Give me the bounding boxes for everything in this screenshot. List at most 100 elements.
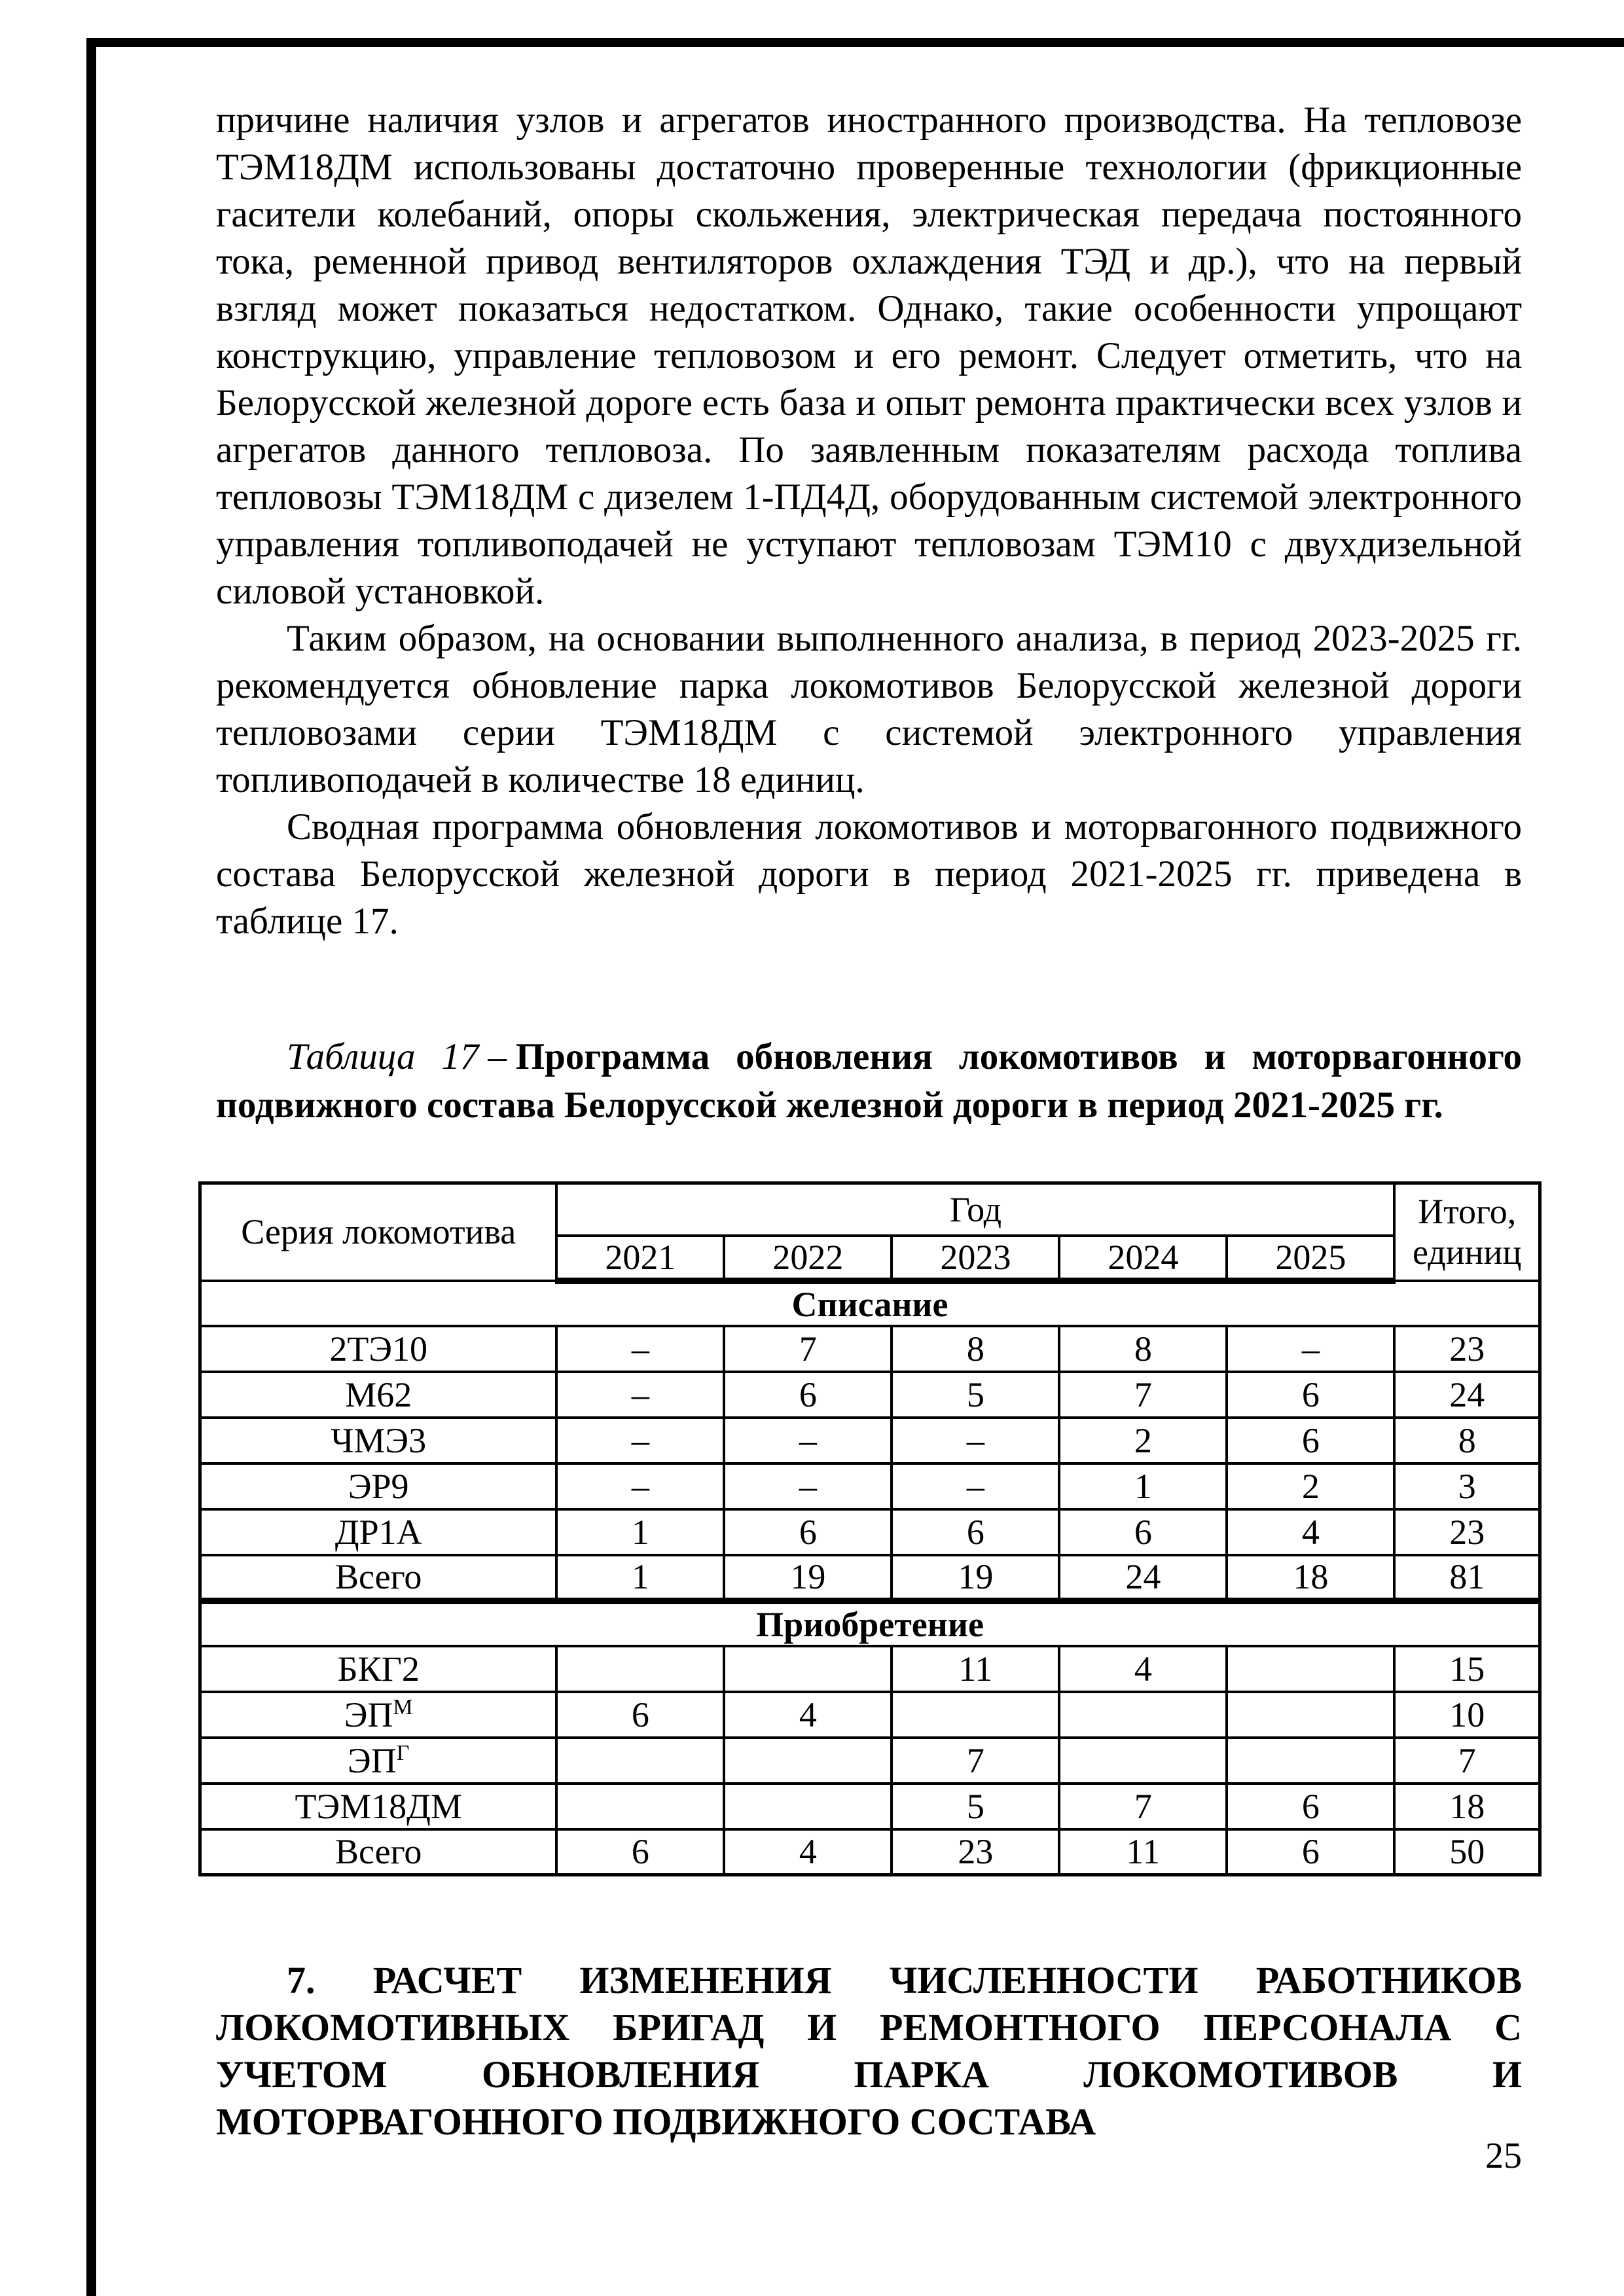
year-value-cell: 6 xyxy=(1225,1370,1396,1419)
year-value-cell: 6 xyxy=(723,1370,893,1419)
table-caption-label: Таблица 17 xyxy=(287,1036,479,1077)
series-label-sup: М xyxy=(393,1695,413,1719)
table-row-dr1a: ДР1А 1 6 6 6 4 23 xyxy=(198,1507,1542,1556)
section-heading-line: ЛОКОМОТИВНЫХ БРИГАД И РЕМОНТНОГО ПЕРСОНА… xyxy=(216,2006,1522,2049)
section-row-spisanie: Списание xyxy=(198,1279,1542,1327)
col-header-2024: 2024 xyxy=(1058,1234,1229,1284)
col-header-total-line2: единиц xyxy=(1413,1232,1522,1272)
section-title: Списание xyxy=(198,1279,1542,1327)
year-value-cell xyxy=(890,1690,1061,1739)
year-value-cell: 5 xyxy=(890,1782,1061,1831)
year-value-cell xyxy=(555,1736,726,1785)
total-cell: 7 xyxy=(1393,1736,1542,1785)
year-value-cell: 8 xyxy=(890,1324,1061,1373)
table-row-epg: ЭПГ 7 7 xyxy=(198,1736,1542,1785)
year-value-cell: – xyxy=(890,1416,1061,1465)
series-label: ТЭМ18ДМ xyxy=(295,1786,462,1826)
series-cell: Всего xyxy=(198,1827,558,1876)
series-label: Всего xyxy=(334,1557,422,1597)
total-cell: 50 xyxy=(1393,1827,1542,1876)
paragraph-3: Сводная программа обновления локомотивов… xyxy=(216,806,1522,942)
series-label: ДР1А xyxy=(334,1512,422,1552)
locomotive-program-table: Серия локомотива Год Итого, единиц 2021 2… xyxy=(198,1181,1542,1876)
series-cell: ДР1А xyxy=(198,1507,558,1556)
body-text: причине наличия узлов и агрегатов иностр… xyxy=(216,97,1522,945)
year-value-cell xyxy=(555,1782,726,1831)
year-value-cell: – xyxy=(723,1416,893,1465)
year-value-cell: 4 xyxy=(1058,1644,1229,1693)
total-cell: 23 xyxy=(1393,1324,1542,1373)
year-value-cell: 8 xyxy=(1058,1324,1229,1373)
year-value-cell: 6 xyxy=(1225,1782,1396,1831)
col-header-total-line1: Итого, xyxy=(1418,1192,1517,1232)
table-header-row-years: 2021 2022 2023 2024 2025 xyxy=(200,1234,1540,1284)
year-value-cell: 7 xyxy=(890,1736,1061,1785)
year-value-cell: 4 xyxy=(723,1690,893,1739)
table-row-m62: М62 – 6 5 7 6 24 xyxy=(198,1370,1542,1419)
section-title: Приобретение xyxy=(198,1597,1542,1647)
total-cell: 3 xyxy=(1393,1462,1542,1511)
year-value-cell: 7 xyxy=(1058,1782,1229,1831)
year-value-cell: 7 xyxy=(723,1324,893,1373)
total-cell: 81 xyxy=(1393,1553,1542,1602)
year-value-cell: 11 xyxy=(890,1644,1061,1693)
total-cell: 24 xyxy=(1393,1370,1542,1419)
paragraph-2: Таким образом, на основании выполненного… xyxy=(216,618,1522,800)
year-value-cell: 6 xyxy=(1225,1416,1396,1465)
year-value-cell: 2 xyxy=(1225,1462,1396,1511)
year-value-cell xyxy=(1225,1690,1396,1739)
section-heading: 7. РАСЧЕТ ИЗМЕНЕНИЯ ЧИСЛЕННОСТИ РАБОТНИК… xyxy=(216,1957,1522,2145)
year-value-cell: 5 xyxy=(890,1370,1061,1419)
series-label: БКГ2 xyxy=(337,1649,420,1689)
page-number: 25 xyxy=(1485,2136,1522,2176)
paragraph-1: причине наличия узлов и агрегатов иностр… xyxy=(216,99,1522,612)
series-cell: ТЭМ18ДМ xyxy=(198,1782,558,1831)
year-value-cell: 11 xyxy=(1058,1827,1229,1876)
series-cell: ЭПМ xyxy=(198,1690,558,1739)
series-cell: ЧМЭ3 xyxy=(198,1416,558,1465)
year-value-cell: 6 xyxy=(890,1507,1061,1556)
year-value-cell xyxy=(1225,1736,1396,1785)
col-header-2023: 2023 xyxy=(890,1234,1061,1284)
series-label: М62 xyxy=(345,1374,412,1414)
year-value-cell: 6 xyxy=(555,1690,726,1739)
year-value-cell: 4 xyxy=(1225,1507,1396,1556)
section-row-priobretenie: Приобретение xyxy=(198,1597,1542,1647)
series-label: 2ТЭ10 xyxy=(329,1329,428,1369)
series-cell: Всего xyxy=(198,1553,558,1602)
series-label: ЭР9 xyxy=(348,1466,409,1506)
year-value-cell: 24 xyxy=(1058,1553,1229,1602)
table-row-chme3: ЧМЭ3 – – – 2 6 8 xyxy=(198,1416,1542,1465)
year-value-cell: 2 xyxy=(1058,1416,1229,1465)
year-value-cell: 1 xyxy=(555,1553,726,1602)
year-value-cell: 18 xyxy=(1225,1553,1396,1602)
table-row-2te10: 2ТЭ10 – 7 8 8 – 23 xyxy=(198,1324,1542,1373)
total-cell: 18 xyxy=(1393,1782,1542,1831)
year-value-cell: – xyxy=(555,1324,726,1373)
series-cell: ЭПГ xyxy=(198,1736,558,1785)
col-header-total: Итого, единиц xyxy=(1393,1181,1542,1282)
table-row-er9: ЭР9 – – – 1 2 3 xyxy=(198,1462,1542,1511)
year-value-cell: – xyxy=(555,1462,726,1511)
year-value-cell xyxy=(723,1644,893,1693)
table-caption-title: Программа обновления локомотивов и мотор… xyxy=(216,1036,1522,1126)
table-caption-dash: – xyxy=(488,1036,507,1077)
year-value-cell: 6 xyxy=(555,1827,726,1876)
year-value-cell: 4 xyxy=(723,1827,893,1876)
table-row-tem18dm: ТЭМ18ДМ 5 7 6 18 xyxy=(198,1782,1542,1831)
series-label: ЭП xyxy=(344,1695,393,1734)
series-cell: ЭР9 xyxy=(198,1462,558,1511)
year-value-cell: 19 xyxy=(723,1553,893,1602)
series-cell: М62 xyxy=(198,1370,558,1419)
year-value-cell: – xyxy=(723,1462,893,1511)
year-value-cell: – xyxy=(555,1416,726,1465)
year-value-cell: – xyxy=(1225,1324,1396,1373)
series-label-sup: Г xyxy=(396,1740,410,1765)
series-cell: 2ТЭ10 xyxy=(198,1324,558,1373)
year-value-cell: 1 xyxy=(1058,1462,1229,1511)
year-value-cell xyxy=(1225,1644,1396,1693)
year-value-cell: – xyxy=(890,1462,1061,1511)
total-cell: 10 xyxy=(1393,1690,1542,1739)
section-heading-line: 7. РАСЧЕТ ИЗМЕНЕНИЯ ЧИСЛЕННОСТИ РАБОТНИК… xyxy=(287,1959,1522,2001)
table-row-vsego-spisanie: Всего 1 19 19 24 18 81 xyxy=(198,1553,1542,1602)
